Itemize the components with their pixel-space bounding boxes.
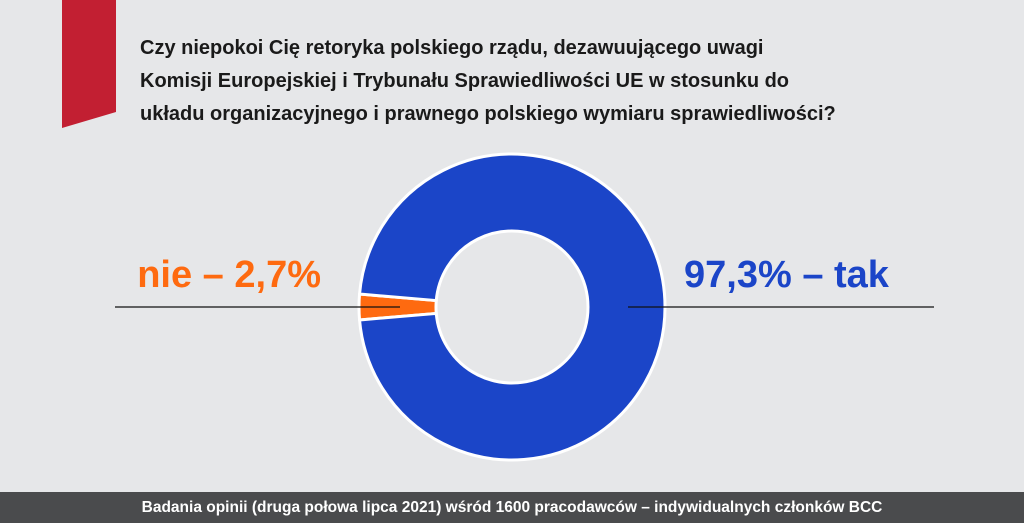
label-tak: 97,3% – tak	[684, 251, 889, 299]
label-tak-name: tak	[834, 254, 889, 296]
red-ribbon-decoration	[62, 0, 116, 128]
survey-question: Czy niepokoi Cię retoryka polskiego rząd…	[140, 37, 836, 125]
label-nie-name: nie	[137, 254, 193, 296]
donut-slice-tak	[358, 152, 667, 462]
donut-slices	[357, 152, 667, 462]
label-tak-dash: –	[802, 254, 824, 296]
label-nie-dash: –	[202, 254, 224, 296]
label-nie: nie – 2,7%	[137, 251, 321, 299]
label-nie-value: 2,7%	[234, 254, 321, 296]
label-tak-value: 97,3%	[684, 254, 792, 296]
footer-source-note: Badania opinii (druga połowa lipca 2021)…	[0, 492, 1024, 523]
